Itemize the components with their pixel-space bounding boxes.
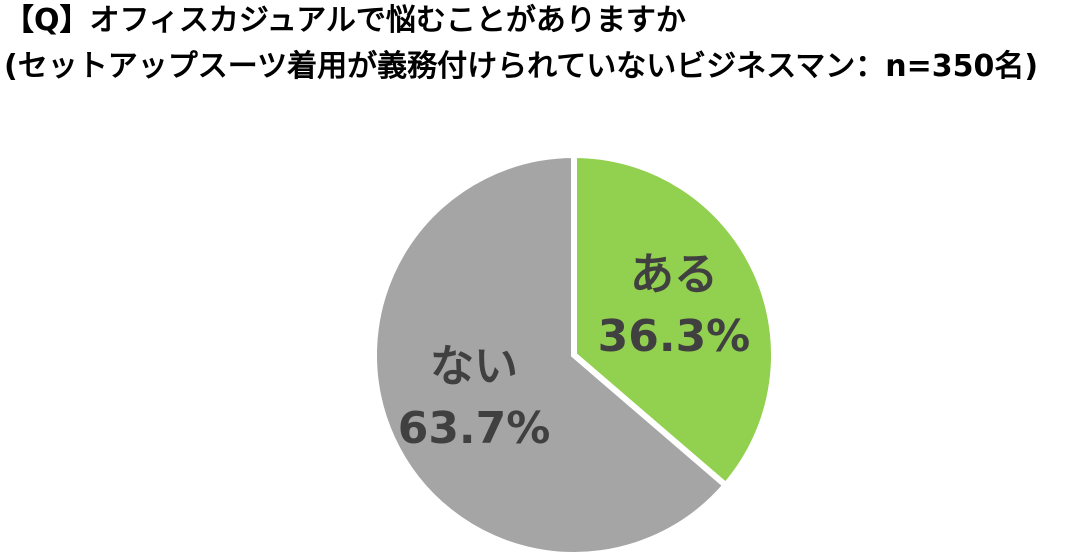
- chart-title: 【Q】オフィスカジュアルで悩むことがありますか: [4, 3, 686, 38]
- pie-slice: [371, 151, 730, 558]
- slice-value-label: 63.7%: [398, 403, 551, 454]
- slice-value-label: 36.3%: [598, 311, 751, 362]
- chart-subtitle: (セットアップスーツ着用が義務付けられていないビジネスマン：n=350名): [4, 49, 1038, 84]
- slice-category-label: ある: [630, 249, 718, 300]
- pie-slice: [571, 151, 777, 490]
- slice-category-label: ない: [430, 341, 518, 392]
